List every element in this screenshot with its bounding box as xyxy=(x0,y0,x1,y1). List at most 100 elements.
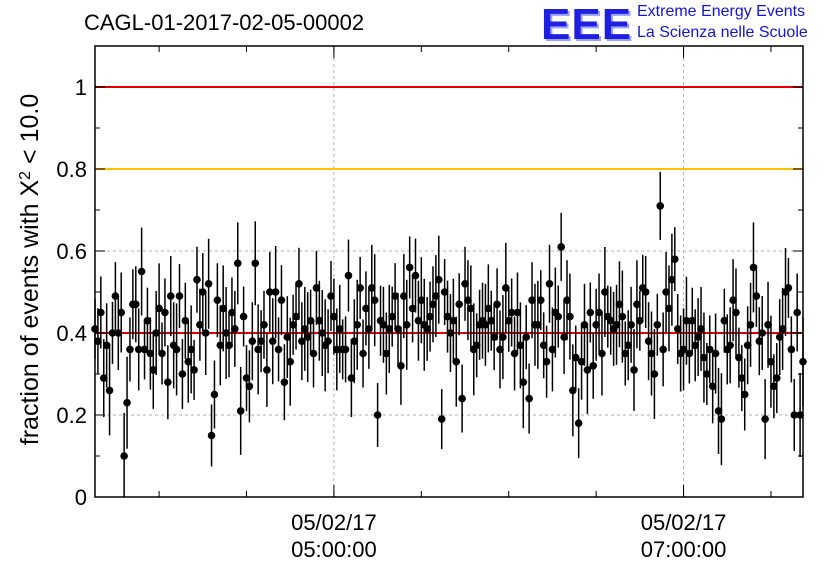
data-point xyxy=(204,280,213,288)
data-point xyxy=(694,333,702,341)
data-point xyxy=(181,316,190,325)
data-point xyxy=(411,271,420,280)
data-point xyxy=(414,316,423,325)
data-point xyxy=(740,390,749,399)
data-point xyxy=(233,259,242,268)
data-point xyxy=(644,337,653,346)
data-point xyxy=(749,263,758,272)
data-point xyxy=(662,288,670,296)
data-point xyxy=(105,386,114,395)
data-point xyxy=(257,337,265,346)
data-point xyxy=(236,407,245,415)
data-point xyxy=(405,263,414,272)
data-point xyxy=(268,337,277,346)
data-point xyxy=(618,312,627,321)
data-point xyxy=(554,312,563,321)
data-point xyxy=(184,357,193,366)
data-point xyxy=(624,341,632,350)
data-point xyxy=(228,308,236,317)
data-point xyxy=(510,349,519,358)
data-point xyxy=(245,382,254,391)
data-point xyxy=(292,312,300,321)
data-point xyxy=(196,321,204,329)
data-point xyxy=(385,325,394,333)
data-point xyxy=(99,374,108,382)
data-point xyxy=(126,345,134,354)
data-point xyxy=(435,275,443,284)
data-point xyxy=(140,345,149,354)
data-point xyxy=(612,321,621,329)
y-tick-label: 0.2 xyxy=(56,403,87,428)
data-point xyxy=(379,321,388,329)
data-point xyxy=(493,300,501,309)
x-tick-label-time: 07:00:00 xyxy=(641,537,727,562)
data-point xyxy=(175,292,184,300)
data-point xyxy=(187,345,195,354)
data-point xyxy=(193,275,201,284)
data-point xyxy=(155,304,163,313)
data-point xyxy=(673,325,682,333)
data-point xyxy=(356,284,364,292)
data-point xyxy=(784,284,793,292)
data-point xyxy=(120,452,128,460)
data-point xyxy=(697,325,705,333)
data-point xyxy=(97,308,105,317)
data-point xyxy=(248,337,257,346)
data-point xyxy=(545,280,554,288)
data-point xyxy=(303,333,312,341)
data-point xyxy=(362,304,370,313)
data-point xyxy=(577,357,586,366)
data-point xyxy=(397,362,405,370)
data-point xyxy=(152,329,160,337)
data-point xyxy=(708,382,717,391)
data-point xyxy=(717,415,726,423)
data-point xyxy=(772,374,781,382)
data-point xyxy=(720,316,729,325)
data-point xyxy=(758,329,767,337)
data-point xyxy=(528,296,536,305)
axis-ticks xyxy=(95,45,803,498)
y-axis-title-suffix: < 10.0 xyxy=(16,94,44,171)
data-point xyxy=(446,329,455,337)
data-point xyxy=(711,349,720,358)
data-point xyxy=(341,345,350,354)
data-point xyxy=(636,316,644,325)
data-point xyxy=(746,321,755,329)
data-point xyxy=(764,321,772,329)
data-point xyxy=(580,321,589,329)
data-point xyxy=(365,325,373,333)
data-point xyxy=(516,341,525,350)
data-point xyxy=(671,255,679,263)
data-point xyxy=(417,296,426,305)
data-point xyxy=(627,321,635,329)
data-point xyxy=(586,308,595,317)
y-tick-label: 0.6 xyxy=(56,239,87,264)
data-point xyxy=(370,296,379,305)
data-point xyxy=(219,304,227,313)
data-point xyxy=(563,296,571,305)
data-point xyxy=(685,349,694,358)
data-points xyxy=(91,171,807,497)
data-point xyxy=(656,202,665,210)
data-point xyxy=(615,300,624,309)
data-point xyxy=(606,316,615,325)
data-point xyxy=(315,316,324,325)
data-point xyxy=(231,325,239,333)
data-point xyxy=(464,296,472,305)
data-point xyxy=(571,353,580,362)
data-point xyxy=(367,284,376,292)
chart-title: CAGL-01-2017-02-05-00002 xyxy=(84,10,365,35)
data-point xyxy=(542,357,551,366)
data-point xyxy=(131,300,140,309)
data-point xyxy=(286,357,295,366)
data-point xyxy=(472,341,481,350)
data-point xyxy=(158,349,166,358)
data-point xyxy=(679,345,688,354)
data-point xyxy=(335,325,344,333)
data-point xyxy=(513,308,522,317)
data-point xyxy=(263,366,271,374)
x-tick-label-date: 05/02/17 xyxy=(291,510,377,535)
data-point xyxy=(359,349,367,358)
data-point xyxy=(344,271,353,280)
data-point xyxy=(688,316,697,325)
